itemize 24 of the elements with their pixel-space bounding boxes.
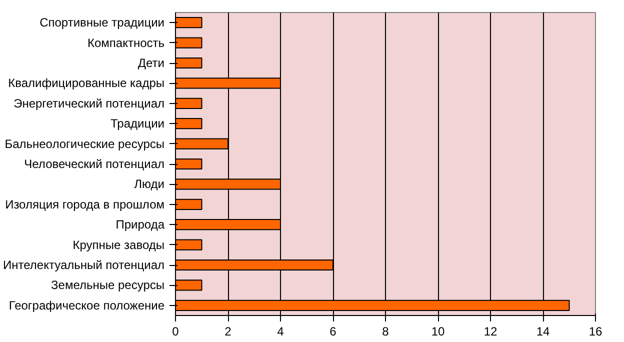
x-tick-label: 0 xyxy=(172,324,180,338)
y-tick-label: Квалифицированные кадры xyxy=(8,76,165,90)
y-tick-label: Человеческий потенциал xyxy=(24,157,165,171)
x-tick-label: 8 xyxy=(382,324,390,338)
y-tick-label: Крупные заводы xyxy=(72,238,165,252)
y-tick-label: Природа xyxy=(116,218,165,232)
y-tick-label: Интелектуальный потенциал xyxy=(3,258,164,272)
y-tick-label: Компактность xyxy=(87,36,164,50)
x-tick-label: 16 xyxy=(588,324,602,338)
y-tick-label: Земельные ресурсы xyxy=(51,278,165,292)
y-tick-label: Энергетический потенциал xyxy=(14,96,165,110)
x-tick-label: 2 xyxy=(224,324,232,338)
x-tick-label: 12 xyxy=(484,324,498,338)
y-tick-label: Традиции xyxy=(110,116,165,131)
y-tick-label: Дети xyxy=(138,56,165,70)
y-tick-label: Изоляция города в прошлом xyxy=(5,197,165,212)
x-tick-label: 10 xyxy=(431,324,445,338)
y-tick-label: Люди xyxy=(134,177,165,192)
y-tick-label: Спортивные традиции xyxy=(40,16,165,30)
y-tick-label: Бальнеологические ресурсы xyxy=(4,136,165,151)
x-tick-label: 6 xyxy=(330,324,337,338)
x-tick-label: 14 xyxy=(536,324,550,338)
y-tick-label: Географическое положение xyxy=(8,298,165,312)
x-tick-label: 4 xyxy=(277,324,284,338)
